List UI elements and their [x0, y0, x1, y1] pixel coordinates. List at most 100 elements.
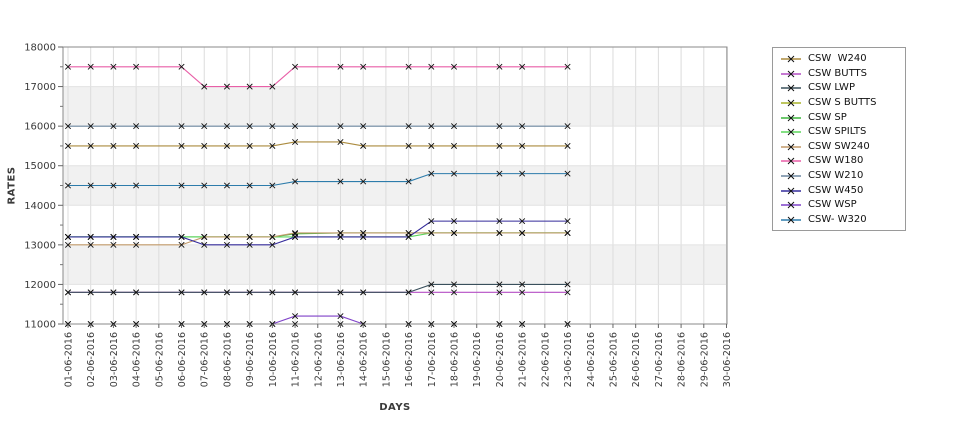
point-marker — [564, 229, 571, 237]
x-tick-label: 14-06-2016 — [359, 332, 370, 387]
point-marker — [269, 233, 276, 240]
point-marker — [337, 123, 344, 130]
series-line — [68, 141, 568, 147]
point-marker — [519, 142, 526, 149]
point-marker — [337, 313, 344, 320]
legend-item: CSW SW240 — [773, 140, 905, 155]
point-marker — [87, 182, 94, 189]
point-marker — [269, 142, 276, 149]
point-marker — [496, 63, 503, 70]
y-tick-label: 15000 — [24, 161, 56, 172]
point-marker — [428, 170, 435, 177]
point-marker — [87, 241, 94, 248]
point-marker — [64, 142, 72, 149]
point-marker — [337, 233, 344, 240]
point-marker — [519, 218, 526, 225]
point-marker — [450, 229, 458, 237]
legend-label: CSW LWP — [808, 82, 855, 94]
point-marker — [360, 289, 367, 296]
legend-marker-icon — [781, 143, 801, 151]
x-tick-label: 07-06-2016 — [200, 332, 211, 387]
point-marker — [564, 289, 571, 296]
point-marker — [564, 281, 571, 288]
x-tick-label: 23-06-2016 — [563, 332, 574, 387]
point-marker — [564, 142, 571, 149]
legend-item: CSW W180 — [773, 154, 905, 169]
legend-item: CSW BUTTS — [773, 67, 905, 82]
point-marker — [133, 241, 140, 248]
point-marker — [428, 63, 435, 70]
point-marker — [360, 142, 367, 149]
point-marker — [223, 289, 230, 296]
point-marker — [201, 83, 208, 90]
point-marker — [87, 123, 94, 130]
point-marker — [87, 142, 94, 149]
point-marker — [564, 63, 571, 70]
point-marker — [405, 233, 412, 240]
point-marker — [201, 123, 208, 130]
point-marker — [519, 281, 526, 288]
point-marker — [428, 142, 435, 149]
point-marker — [201, 241, 208, 248]
point-marker — [110, 182, 117, 189]
y-axis-title: RATES — [6, 166, 18, 205]
point-marker — [133, 63, 140, 70]
legend-marker-icon — [781, 99, 801, 107]
x-tick-label: 12-06-2016 — [313, 332, 324, 387]
point-marker — [110, 241, 117, 248]
x-axis-title: DAYS — [379, 402, 411, 413]
point-marker — [519, 63, 526, 70]
x-tick-label: 01-06-2016 — [64, 332, 75, 387]
legend-label: CSW SW240 — [808, 140, 870, 152]
legend-marker-icon — [781, 216, 801, 224]
legend-label: CSW S BUTTS — [808, 97, 877, 109]
x-tick-label: 05-06-2016 — [154, 332, 165, 387]
point-marker — [246, 142, 253, 149]
point-marker — [201, 182, 208, 189]
point-marker — [337, 63, 344, 70]
x-tick-label: 24-06-2016 — [586, 332, 597, 387]
series-line — [68, 173, 568, 187]
point-marker — [110, 233, 117, 240]
point-marker — [269, 182, 276, 189]
x-tick-label: 11-06-2016 — [291, 332, 302, 387]
point-marker — [450, 142, 458, 149]
legend-item: CSW W240 — [773, 52, 905, 67]
y-tick-label: 14000 — [24, 201, 56, 212]
point-marker — [223, 182, 230, 189]
point-marker — [64, 182, 72, 189]
point-marker — [292, 178, 299, 185]
point-marker — [428, 229, 435, 237]
x-tick-label: 17-06-2016 — [427, 332, 438, 387]
legend-item: CSW SPILTS — [773, 125, 905, 140]
point-marker — [519, 289, 526, 296]
point-marker — [496, 229, 503, 237]
x-tick-label: 13-06-2016 — [336, 332, 347, 387]
point-marker — [519, 123, 526, 130]
point-marker — [87, 63, 94, 70]
point-marker — [292, 233, 299, 240]
point-marker — [450, 170, 458, 177]
x-tick-label: 21-06-2016 — [518, 332, 529, 387]
band — [63, 86, 727, 127]
point-marker — [110, 142, 117, 149]
point-marker — [496, 281, 503, 288]
legend-label: CSW BUTTS — [808, 67, 867, 79]
point-marker — [450, 218, 458, 225]
legend-item: CSW LWP — [773, 81, 905, 96]
legend-label: CSW WSP — [808, 199, 857, 211]
point-marker — [223, 123, 230, 130]
x-tick-label: 29-06-2016 — [699, 332, 710, 387]
legend-marker-icon — [781, 187, 801, 194]
point-marker — [133, 123, 140, 130]
y-tick-label: 16000 — [24, 122, 56, 133]
series-line — [68, 66, 568, 88]
point-marker — [564, 218, 571, 225]
x-tick-label: 28-06-2016 — [677, 332, 688, 387]
x-tick-label: 06-06-2016 — [177, 332, 188, 387]
point-marker — [269, 83, 276, 90]
legend-item: CSW S BUTTS — [773, 96, 905, 111]
legend: CSW W240 CSW BUTTS CSW LWP CSW S BUTTS CSW S… — [772, 47, 906, 232]
point-marker — [64, 289, 72, 296]
